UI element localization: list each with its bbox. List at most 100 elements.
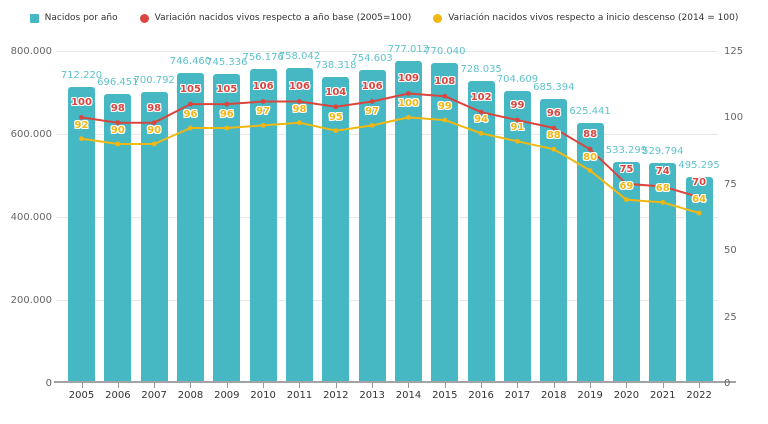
plot-area: 712.220 696.451 700.792 746.460 745.336 756.1… [54,44,736,388]
line-value-label: 88 [546,130,561,142]
bar-2013[interactable] [358,69,386,383]
line-value-label: 92 [74,119,89,131]
bar-2014[interactable] [394,60,422,383]
gridline [56,217,718,218]
line-point [478,109,484,115]
x-axis-category-label: 2006 [105,390,131,401]
bar-value-label: 756.176 [242,52,284,64]
line-value-label: 106 [252,81,274,93]
line-point [224,101,230,107]
x-axis-tick [590,383,592,388]
bar-value-label: 728.035 [460,63,502,75]
x-axis-tick [190,383,192,388]
bar-2012[interactable] [322,76,350,383]
legend-item-nacidos[interactable]: Nacidos por año [29,13,118,23]
line-value-label: 97 [365,106,380,118]
red-line [81,92,700,199]
gridline [56,51,718,52]
line-point [333,104,339,110]
bar-2008[interactable] [176,73,204,383]
bar-2019[interactable] [576,123,604,383]
x-axis-line [54,381,736,383]
legend-item-variacion-descenso[interactable]: Variación nacidos vivos respecto a inici… [433,13,738,23]
y-axis-right-tick-label: 75 [724,178,737,190]
x-axis-category-label: 2020 [613,390,640,401]
line-value-label: 108 [434,76,456,88]
line-value-label: 105 [216,84,238,96]
legend-item-variacion-base[interactable]: Variación nacidos vivos respecto a año b… [139,13,411,23]
bar-value-label: 712.220 [60,70,103,82]
bar-value-label: 738.318 [315,59,357,71]
line-point [333,128,339,134]
line-point [151,120,157,126]
line-point [115,141,121,147]
line-value-label: 102 [470,92,492,104]
line-value-label: 99 [437,101,452,113]
bar-2015[interactable] [431,63,459,383]
x-axis-category-label: 2010 [250,390,276,401]
gridline [56,300,718,301]
bar-value-label: 777.012 [387,43,430,55]
line-point [696,194,702,200]
line-chart-layer [79,91,702,216]
y-axis-right-tick-label: 50 [724,245,737,257]
line-value-label: 98 [147,102,162,114]
y-axis-left-tick-label: 0 [45,378,52,389]
line-point [115,120,121,126]
line-value-label: 106 [289,81,310,93]
x-axis-tick [444,383,446,388]
bar-value-label: 625.441 [569,106,611,118]
line-point [79,115,84,120]
bar-2018[interactable] [540,98,568,383]
x-axis-tick [117,383,119,388]
bar-2021[interactable] [649,163,677,383]
yellow-line [81,116,700,214]
line-point [224,125,230,131]
y-axis-left-tick-label: 600.000 [10,129,52,140]
x-axis-tick [699,383,701,388]
x-axis-tick [662,383,664,388]
bar-2009[interactable] [213,73,241,383]
line-point [624,197,629,203]
line-value-label: 90 [110,124,125,136]
bar-value-label: 529.794 [642,146,684,158]
y-axis-left-tick-label: 400.000 [10,212,52,223]
x-axis-tick [154,383,156,388]
y-axis-right-tick-label: 25 [724,311,737,323]
line-value-label: 105 [180,84,201,96]
bar-2010[interactable] [249,69,277,383]
line-value-label: 106 [361,81,383,93]
line-point [406,115,411,120]
legend-label-nacidos: Nacidos por año [44,13,118,23]
line-point [442,93,448,99]
line-value-label: 100 [71,97,92,109]
x-axis-tick [299,383,301,388]
legend: Nacidos por año Variación nacidos vivos … [0,13,768,23]
line-value-label: 104 [325,86,347,98]
line-value-label: 95 [328,111,343,123]
line-value-label: 94 [474,114,489,126]
bar-value-label: 685.394 [533,81,575,93]
line-point [551,125,557,131]
x-axis-tick [408,383,410,388]
x-axis-category-label: 2022 [686,390,712,401]
line-value-label: 98 [110,102,125,114]
line-value-label: 80 [583,151,598,163]
line-point [478,130,484,136]
line-value-label: 96 [183,109,198,121]
line-value-label: 68 [655,183,670,195]
line-point [297,99,302,104]
line-point [624,181,629,187]
x-axis-category-label: 2021 [650,390,676,401]
line-point [406,91,411,96]
x-axis-category-label: 2005 [68,390,95,401]
x-axis-category-label: 2011 [286,390,313,401]
line-point [587,146,593,152]
x-axis-category-label: 2016 [468,390,494,401]
line-point [551,146,557,152]
line-value-label: 88 [583,129,598,141]
bar-value-label: 758.042 [278,51,321,63]
y-axis-left-tick-label: 800.000 [10,46,52,57]
x-axis-tick [81,383,83,388]
